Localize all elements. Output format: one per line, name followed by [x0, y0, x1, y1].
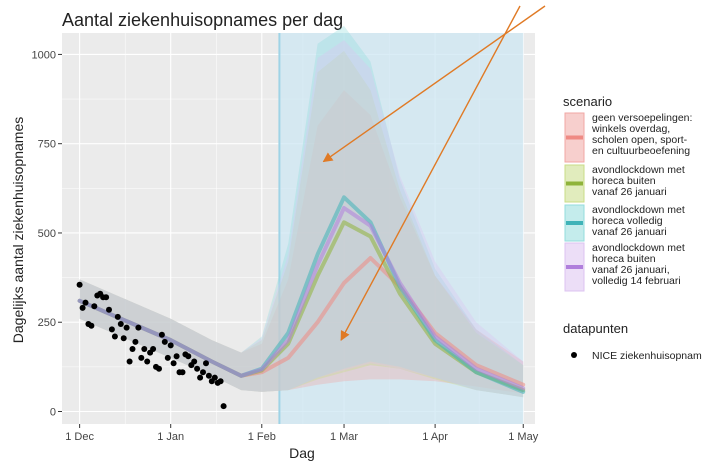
data-point	[91, 303, 98, 310]
data-point	[76, 281, 83, 288]
data-point	[103, 294, 110, 301]
legend-label-line: avondlockdown met	[592, 164, 685, 176]
data-point	[217, 378, 224, 385]
data-point	[135, 324, 142, 331]
legend-label-line: winkels overdag,	[591, 123, 670, 135]
legend-label-line: volledig 14 februari	[592, 275, 681, 287]
data-point	[123, 324, 130, 331]
data-point	[200, 369, 206, 376]
data-point	[126, 358, 133, 365]
annotation-arrow	[322, 5, 546, 163]
x-tick-label: 1 Dec	[65, 431, 94, 443]
points-legend-key	[571, 352, 577, 358]
x-tick-label: 1 Mar	[330, 431, 358, 443]
y-tick-label: 750	[38, 139, 56, 151]
plot-area: 0 250 500 750 1000 1 Dec 1 Jan 1 Feb 1 Mar 1 Apr 1…	[32, 5, 546, 443]
series-lines	[77, 195, 526, 394]
series-line-4	[77, 206, 526, 391]
x-axis-title: Dag	[289, 445, 315, 461]
legend-label-4: avondlockdown met horeca buiten vanaf 26 j…	[592, 242, 685, 287]
y-tick-label: 0	[50, 407, 56, 419]
series-ribbon-1	[79, 90, 524, 394]
y-tick-label: 250	[38, 317, 56, 329]
data-points	[76, 281, 227, 410]
data-point	[141, 346, 148, 352]
data-point	[117, 321, 124, 327]
data-point	[82, 299, 89, 306]
data-point	[106, 306, 112, 313]
legend: scenario geen versoepelingen: winkels over…	[563, 94, 702, 362]
legend-label-line: avondlockdown met	[592, 242, 685, 254]
points-legend-title: datapunten	[563, 321, 628, 336]
data-point	[88, 322, 95, 329]
x-tick-label: 1 May	[508, 431, 538, 443]
data-point	[114, 313, 121, 320]
data-point	[150, 346, 157, 352]
legend-label-line: geen versoepelingen:	[592, 112, 692, 124]
legend-label-2: avondlockdown met horeca buiten vanaf 26 j…	[592, 164, 685, 198]
data-point	[108, 326, 115, 333]
points-legend-label: NICE ziekenhuisopnam	[592, 350, 702, 362]
data-point	[211, 374, 218, 381]
legend-label-line: horeca buiten	[592, 253, 656, 265]
data-point	[144, 358, 151, 365]
data-point	[205, 372, 212, 379]
legend-label-line: en cultuurbeoefening	[592, 145, 690, 157]
data-point	[203, 360, 209, 367]
data-point	[167, 342, 174, 349]
scenario-legend-title: scenario	[563, 94, 612, 109]
y-tick-label: 1000	[32, 49, 56, 61]
y-axis-title: Dagelijks aantal ziekenhuisopnames	[10, 117, 26, 343]
chart-title: Aantal ziekenhuisopnames per dag	[62, 10, 343, 30]
data-point	[170, 360, 177, 367]
data-point	[120, 335, 127, 342]
data-point	[111, 333, 118, 340]
data-point	[156, 365, 162, 372]
data-point	[161, 338, 168, 345]
data-point	[197, 374, 204, 381]
y-tick-label: 500	[38, 228, 56, 240]
data-point	[164, 354, 171, 361]
data-point	[138, 354, 145, 361]
legend-label-line: vanaf 26 januari	[592, 186, 667, 198]
data-point	[191, 358, 198, 365]
legend-label-line: horeca volledig	[592, 215, 663, 227]
data-point	[79, 304, 86, 311]
legend-label-line: scholen open, sport-	[592, 134, 688, 146]
legend-label-line: avondlockdown met	[592, 204, 685, 216]
data-point	[129, 346, 136, 352]
data-point	[173, 353, 180, 360]
legend-label-line: vanaf 26 januari,	[592, 264, 670, 276]
legend-label-line: horeca buiten	[592, 175, 656, 187]
legend-label-line: vanaf 26 januari	[592, 226, 667, 238]
data-point	[194, 365, 201, 372]
data-point	[158, 331, 165, 338]
x-tick-label: 1 Apr	[422, 431, 448, 443]
data-point	[132, 338, 139, 345]
legend-label-1: geen versoepelingen: winkels overdag, scho…	[591, 112, 692, 157]
x-tick-label: 1 Feb	[248, 431, 276, 443]
x-tick-label: 1 Jan	[157, 431, 184, 443]
annotation-arrow	[340, 5, 521, 341]
data-point	[220, 403, 227, 410]
data-point	[185, 353, 192, 360]
legend-label-3: avondlockdown met horeca volledig vanaf 26…	[592, 204, 685, 238]
data-point	[179, 369, 186, 376]
